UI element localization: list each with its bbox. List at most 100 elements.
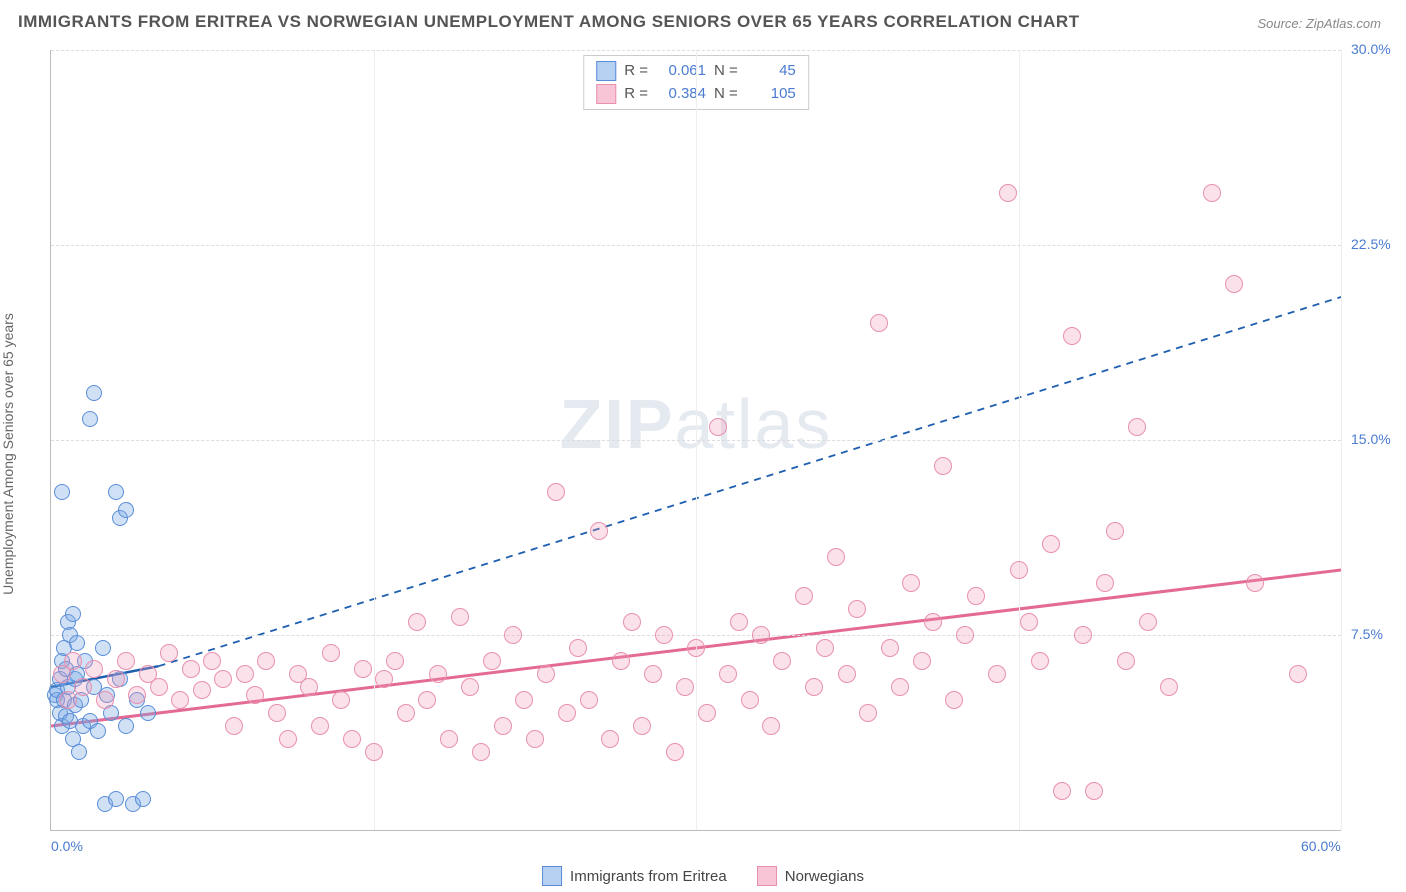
scatter-point-blue (86, 385, 102, 401)
scatter-point-pink (859, 704, 877, 722)
scatter-point-pink (59, 691, 77, 709)
scatter-point-pink (74, 678, 92, 696)
trend-line (159, 297, 1342, 666)
legend-item: Immigrants from Eritrea (542, 866, 727, 886)
scatter-point-pink (870, 314, 888, 332)
scatter-point-pink (429, 665, 447, 683)
scatter-point-blue (118, 502, 134, 518)
scatter-point-pink (1106, 522, 1124, 540)
scatter-point-pink (569, 639, 587, 657)
scatter-point-pink (773, 652, 791, 670)
scatter-point-pink (881, 639, 899, 657)
scatter-point-pink (666, 743, 684, 761)
scatter-point-pink (386, 652, 404, 670)
grid-line-v (374, 50, 375, 830)
scatter-point-blue (65, 606, 81, 622)
scatter-point-pink (1074, 626, 1092, 644)
scatter-point-pink (365, 743, 383, 761)
scatter-point-pink (655, 626, 673, 644)
scatter-point-pink (945, 691, 963, 709)
scatter-point-pink (1042, 535, 1060, 553)
scatter-point-pink (709, 418, 727, 436)
scatter-point-pink (1053, 782, 1071, 800)
scatter-point-pink (999, 184, 1017, 202)
scatter-point-pink (203, 652, 221, 670)
scatter-point-blue (71, 744, 87, 760)
swatch-blue (596, 61, 616, 81)
scatter-point-blue (108, 484, 124, 500)
x-tick-label: 0.0% (51, 838, 83, 854)
scatter-point-pink (547, 483, 565, 501)
scatter-point-pink (590, 522, 608, 540)
scatter-point-pink (128, 686, 146, 704)
grid-line-v (1019, 50, 1020, 830)
scatter-point-pink (1139, 613, 1157, 631)
scatter-point-blue (118, 718, 134, 734)
scatter-point-pink (1246, 574, 1264, 592)
scatter-point-pink (526, 730, 544, 748)
scatter-point-pink (182, 660, 200, 678)
scatter-point-pink (150, 678, 168, 696)
y-tick-label: 30.0% (1351, 41, 1391, 57)
scatter-point-pink (719, 665, 737, 683)
y-tick-label: 15.0% (1351, 431, 1391, 447)
scatter-point-pink (225, 717, 243, 735)
scatter-point-pink (515, 691, 533, 709)
scatter-point-pink (483, 652, 501, 670)
scatter-point-pink (934, 457, 952, 475)
scatter-point-pink (558, 704, 576, 722)
scatter-point-pink (816, 639, 834, 657)
scatter-point-pink (902, 574, 920, 592)
scatter-point-pink (698, 704, 716, 722)
scatter-point-pink (64, 652, 82, 670)
bottom-legend: Immigrants from Eritrea Norwegians (542, 866, 864, 886)
chart-container: IMMIGRANTS FROM ERITREA VS NORWEGIAN UNE… (0, 0, 1406, 892)
scatter-point-pink (623, 613, 641, 631)
scatter-point-pink (354, 660, 372, 678)
scatter-point-pink (375, 670, 393, 688)
scatter-point-pink (891, 678, 909, 696)
scatter-point-pink (236, 665, 254, 683)
scatter-point-pink (580, 691, 598, 709)
legend-item: Norwegians (757, 866, 864, 886)
swatch-pink (757, 866, 777, 886)
scatter-point-pink (343, 730, 361, 748)
scatter-point-pink (461, 678, 479, 696)
scatter-point-pink (268, 704, 286, 722)
scatter-point-blue (69, 635, 85, 651)
scatter-point-pink (644, 665, 662, 683)
scatter-point-blue (90, 723, 106, 739)
scatter-point-pink (1031, 652, 1049, 670)
y-tick-label: 7.5% (1351, 626, 1383, 642)
scatter-point-blue (82, 411, 98, 427)
scatter-point-pink (988, 665, 1006, 683)
swatch-blue (542, 866, 562, 886)
scatter-point-pink (967, 587, 985, 605)
chart-title: IMMIGRANTS FROM ERITREA VS NORWEGIAN UNE… (18, 12, 1080, 32)
scatter-point-pink (795, 587, 813, 605)
scatter-point-pink (117, 652, 135, 670)
scatter-point-pink (762, 717, 780, 735)
legend-label: Norwegians (785, 868, 864, 885)
scatter-point-pink (1160, 678, 1178, 696)
scatter-point-pink (96, 691, 114, 709)
scatter-point-pink (805, 678, 823, 696)
scatter-point-pink (848, 600, 866, 618)
scatter-point-pink (612, 652, 630, 670)
scatter-point-pink (171, 691, 189, 709)
scatter-point-pink (107, 670, 125, 688)
scatter-point-pink (440, 730, 458, 748)
scatter-point-pink (687, 639, 705, 657)
scatter-point-pink (504, 626, 522, 644)
scatter-point-pink (257, 652, 275, 670)
scatter-point-pink (1063, 327, 1081, 345)
scatter-point-blue (95, 640, 111, 656)
scatter-point-pink (633, 717, 651, 735)
scatter-point-pink (85, 660, 103, 678)
scatter-point-pink (1203, 184, 1221, 202)
scatter-point-pink (214, 670, 232, 688)
scatter-point-pink (1010, 561, 1028, 579)
scatter-point-pink (451, 608, 469, 626)
scatter-point-pink (676, 678, 694, 696)
scatter-point-pink (1289, 665, 1307, 683)
